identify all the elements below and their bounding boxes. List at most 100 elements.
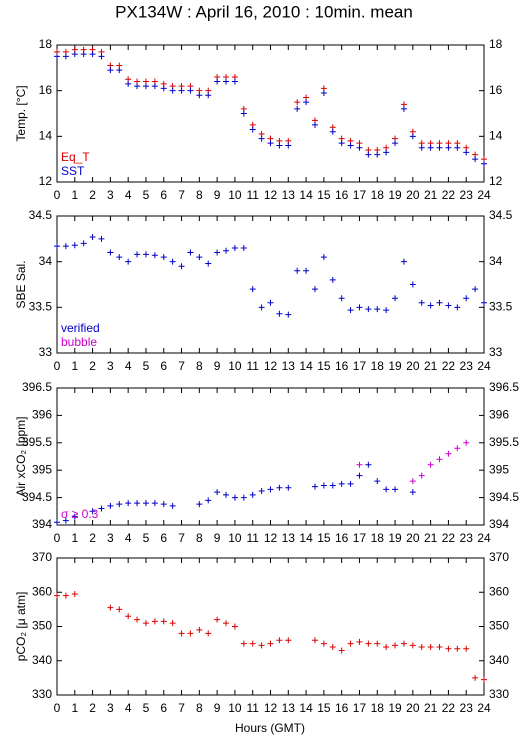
y-tick-label: 360 — [32, 584, 52, 598]
x-tick-label: 17 — [353, 701, 367, 715]
point — [258, 642, 265, 649]
point — [285, 311, 292, 318]
x-tick-label: 9 — [214, 188, 221, 202]
point — [258, 488, 265, 495]
point — [196, 92, 203, 99]
point — [418, 144, 425, 151]
point — [169, 258, 176, 265]
x-tick-label: 14 — [299, 701, 313, 715]
point — [151, 500, 158, 507]
x-tick-label: 7 — [178, 359, 185, 373]
y-tick-label: 330 — [489, 687, 509, 701]
point — [214, 616, 221, 623]
x-tick-label: 20 — [406, 531, 420, 545]
x-tick-label: 15 — [317, 531, 331, 545]
point — [427, 461, 434, 468]
point — [107, 249, 114, 256]
legend-label: σ ≥ 0.3 — [61, 507, 99, 521]
point — [400, 258, 407, 265]
x-tick-label: 13 — [282, 701, 296, 715]
x-tick-label: 14 — [299, 188, 313, 202]
x-tick-label: 13 — [282, 188, 296, 202]
x-tick-label: 17 — [353, 359, 367, 373]
x-tick-label: 7 — [178, 701, 185, 715]
x-tick-label: 11 — [246, 701, 259, 715]
point — [214, 249, 221, 256]
point — [80, 240, 87, 247]
x-tick-label: 15 — [317, 359, 331, 373]
y-tick-label: 33 — [489, 345, 503, 359]
x-tick-label: 10 — [228, 701, 242, 715]
point — [54, 592, 60, 599]
point — [240, 244, 247, 251]
point — [445, 302, 452, 309]
x-tick-label: 8 — [196, 359, 203, 373]
point — [249, 640, 256, 647]
point — [445, 144, 452, 151]
x-tick-label: 22 — [442, 531, 456, 545]
y-tick-label: 370 — [489, 550, 509, 564]
point — [71, 590, 78, 597]
x-tick-label: 9 — [214, 531, 221, 545]
point — [125, 500, 132, 507]
point — [151, 252, 158, 259]
x-tick-label: 24 — [477, 188, 491, 202]
y-tick-label: 396 — [489, 408, 509, 422]
point — [205, 497, 212, 504]
point — [427, 302, 434, 309]
point — [125, 613, 132, 620]
legend-label: SST — [61, 164, 85, 178]
y-tick-label: 340 — [32, 653, 52, 667]
y-tick-label: 14 — [489, 129, 503, 143]
point — [454, 144, 461, 151]
point — [223, 620, 230, 627]
x-tick-label: 4 — [125, 531, 132, 545]
point — [365, 461, 372, 468]
x-tick-label: 14 — [299, 531, 313, 545]
point — [178, 87, 185, 94]
point — [62, 592, 69, 599]
point — [347, 480, 354, 487]
point — [472, 674, 479, 681]
x-tick-label: 13 — [282, 359, 296, 373]
point — [365, 306, 372, 313]
x-tick-label: 24 — [477, 359, 491, 373]
point — [125, 258, 132, 265]
x-tick-label: 6 — [160, 701, 167, 715]
point — [365, 151, 372, 158]
point — [409, 133, 416, 140]
point — [267, 299, 274, 306]
point — [409, 281, 416, 288]
x-tick-label: 4 — [125, 188, 132, 202]
point — [54, 519, 60, 526]
point — [187, 249, 194, 256]
x-tick-label: 3 — [107, 188, 114, 202]
point — [481, 676, 487, 683]
y-tick-label: 370 — [32, 550, 52, 564]
point — [374, 478, 381, 485]
point — [142, 251, 149, 258]
x-tick-label: 9 — [214, 359, 221, 373]
point — [427, 144, 434, 151]
point — [231, 494, 238, 501]
point — [481, 160, 487, 167]
point — [116, 606, 123, 613]
x-tick-label: 24 — [477, 531, 491, 545]
y-tick-label: 33.5 — [489, 300, 513, 314]
point — [311, 121, 318, 128]
x-tick-label: 18 — [371, 359, 385, 373]
point — [320, 482, 327, 489]
point — [205, 92, 212, 99]
point — [160, 85, 167, 92]
point — [285, 637, 292, 644]
point — [445, 645, 452, 652]
point — [276, 637, 283, 644]
point — [329, 128, 336, 135]
x-tick-label: 20 — [406, 359, 420, 373]
point — [329, 644, 336, 651]
y-tick-label: 395.5 — [489, 435, 519, 449]
point — [347, 142, 354, 149]
point — [276, 484, 283, 491]
point — [223, 78, 230, 85]
point — [71, 242, 78, 249]
